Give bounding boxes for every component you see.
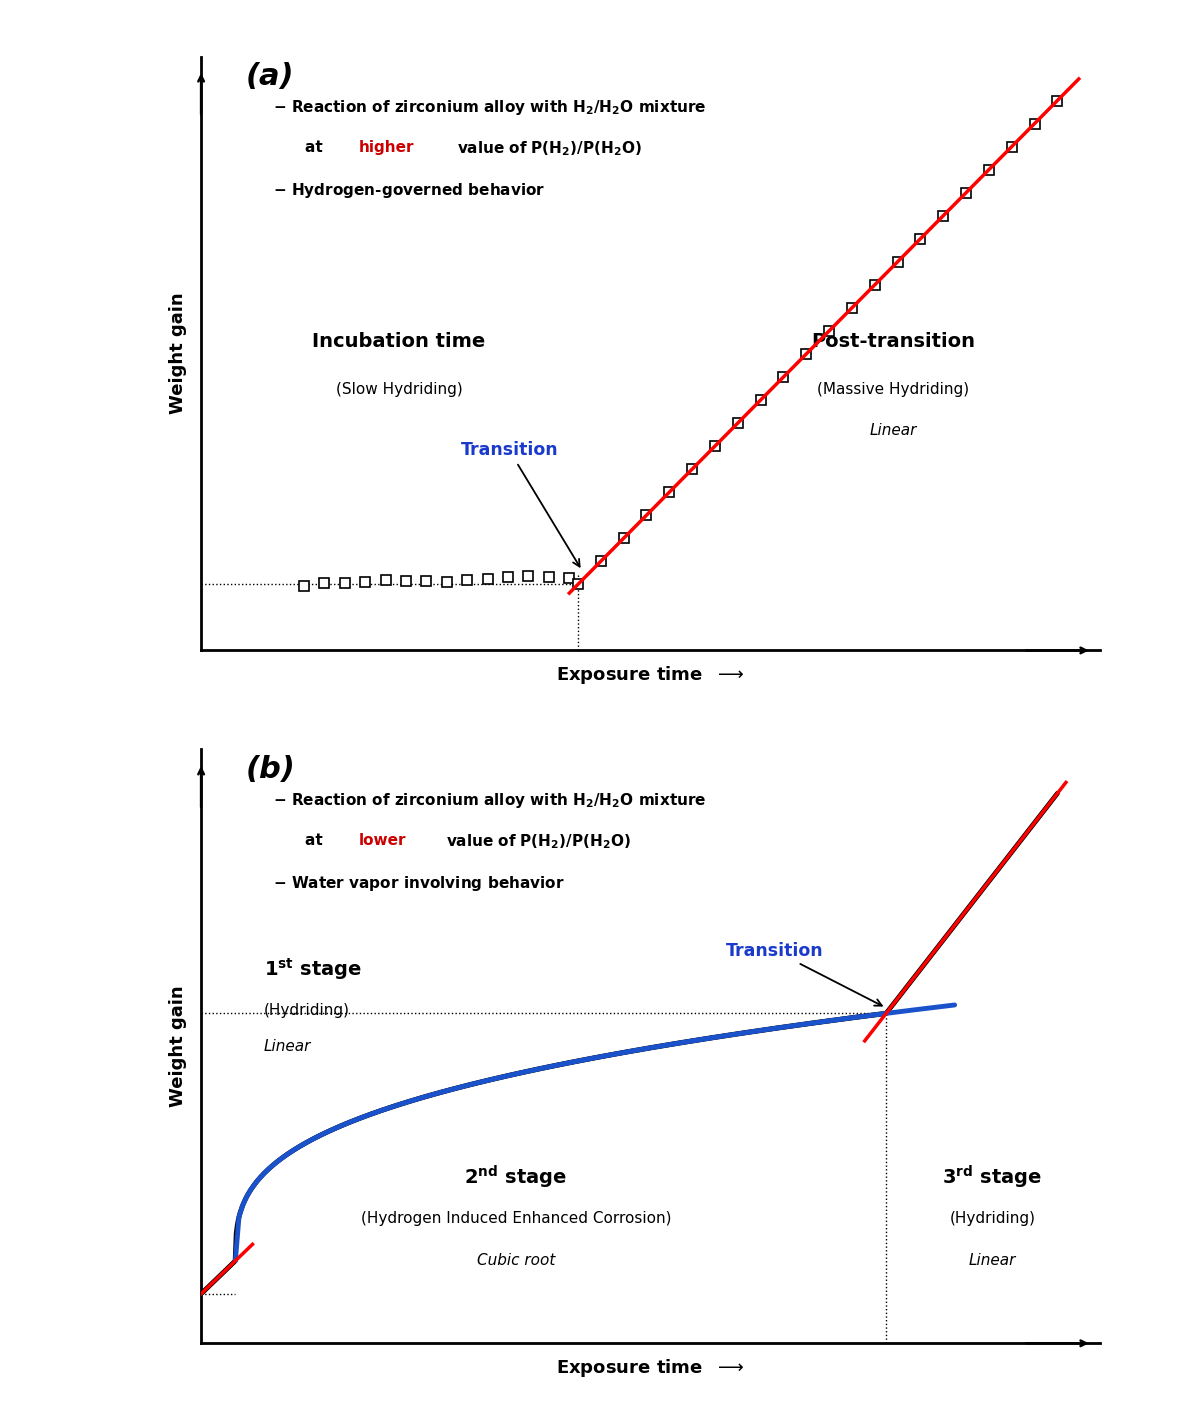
Text: (b): (b) (246, 755, 296, 785)
Text: $\mathbf{1^{st}}$ stage: $\mathbf{1^{st}}$ stage (264, 956, 362, 983)
Text: Transition: Transition (460, 441, 580, 567)
Text: $\mathbf{-}$ Reaction of zirconium alloy with $\mathbf{H_2/H_2O}$ mixture: $\mathbf{-}$ Reaction of zirconium alloy… (273, 98, 706, 117)
Text: $\mathbf{2^{nd}}$ stage: $\mathbf{2^{nd}}$ stage (464, 1164, 568, 1191)
Text: $\mathbf{value\ of\ P(H_2)/P(H_2O)}$: $\mathbf{value\ of\ P(H_2)/P(H_2O)}$ (458, 140, 642, 158)
Text: at: at (304, 140, 328, 154)
Text: $\mathbf{-}$ Reaction of zirconium alloy with $\mathbf{H_2/H_2O}$ mixture: $\mathbf{-}$ Reaction of zirconium alloy… (273, 790, 706, 810)
Text: $\mathbf{value\ of\ P(H_2)/P(H_2O)}$: $\mathbf{value\ of\ P(H_2)/P(H_2O)}$ (446, 833, 631, 851)
Text: lower: lower (358, 833, 406, 847)
Text: Linear: Linear (969, 1253, 1016, 1268)
Text: higher: higher (358, 140, 414, 154)
Text: (Slow Hydriding): (Slow Hydriding) (336, 382, 463, 397)
Y-axis label: Weight gain: Weight gain (169, 986, 187, 1107)
Text: (Hydrogen Induced Enhanced Corrosion): (Hydrogen Induced Enhanced Corrosion) (361, 1210, 671, 1226)
X-axis label: Exposure time  $\longrightarrow$: Exposure time $\longrightarrow$ (556, 665, 745, 686)
Text: Post-transition: Post-transition (812, 332, 976, 351)
Text: (Massive Hydriding): (Massive Hydriding) (817, 382, 969, 397)
Text: (Hydriding): (Hydriding) (949, 1210, 1035, 1226)
Text: $\mathbf{3^{rd}}$ stage: $\mathbf{3^{rd}}$ stage (943, 1164, 1042, 1191)
Text: at: at (304, 833, 328, 847)
Text: (Hydriding): (Hydriding) (264, 1003, 350, 1018)
Text: Incubation time: Incubation time (312, 332, 485, 351)
Text: Transition: Transition (726, 942, 881, 1005)
Text: (a): (a) (246, 62, 295, 92)
Text: Linear: Linear (870, 423, 917, 438)
Text: Cubic root: Cubic root (477, 1253, 555, 1268)
Y-axis label: Weight gain: Weight gain (169, 293, 187, 414)
X-axis label: Exposure time  $\longrightarrow$: Exposure time $\longrightarrow$ (556, 1357, 745, 1379)
Text: $\mathbf{-}$ Water vapor involving behavior: $\mathbf{-}$ Water vapor involving behav… (273, 874, 564, 894)
Text: $\mathbf{-}$ Hydrogen-governed behavior: $\mathbf{-}$ Hydrogen-governed behavior (273, 181, 545, 201)
Text: Linear: Linear (264, 1039, 311, 1053)
